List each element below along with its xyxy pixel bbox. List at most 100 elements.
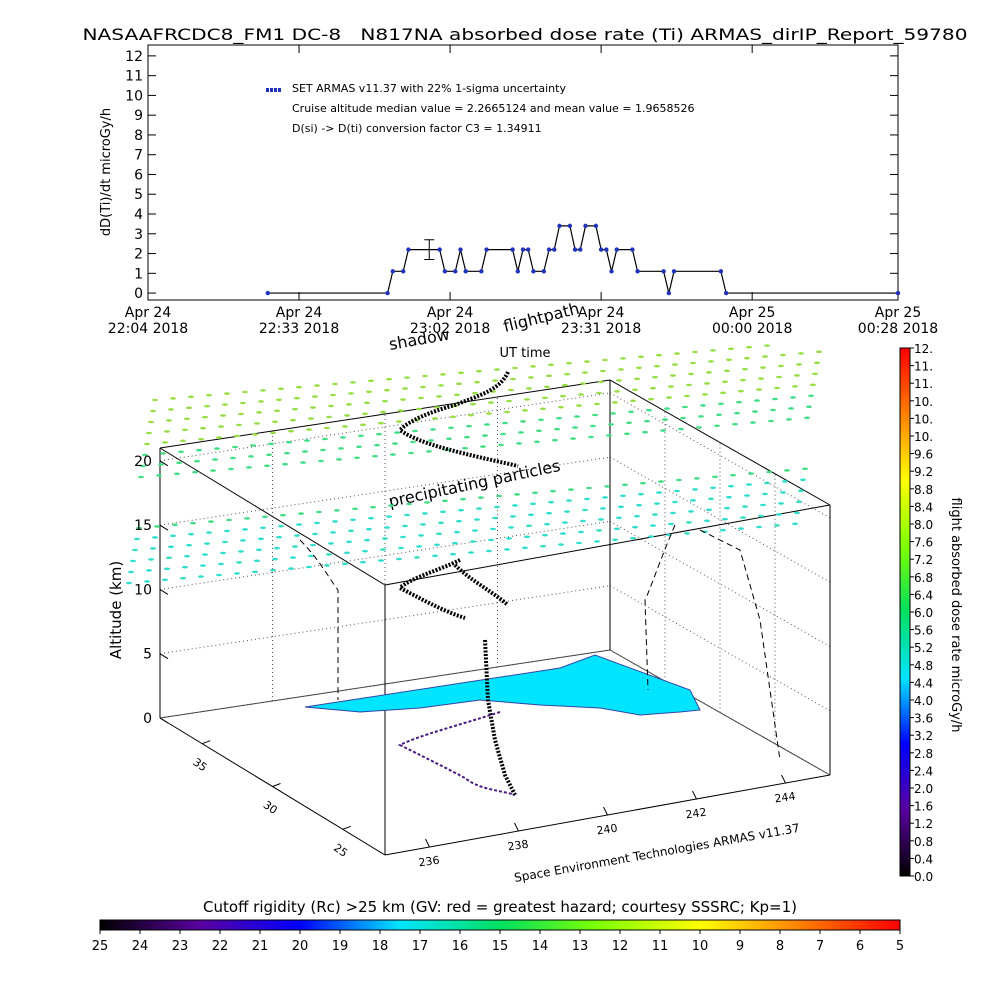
plot-frame — [147, 44, 899, 301]
precip-mark — [682, 405, 688, 409]
precip-mark — [146, 431, 152, 435]
colorbar-tick-label: 4.4 — [914, 676, 933, 690]
precip-mark — [476, 369, 482, 373]
precip-mark — [650, 386, 656, 390]
data-point — [635, 269, 640, 274]
precip-mark — [544, 385, 550, 389]
colorbar-tick-label: 11. — [914, 360, 933, 374]
precip-mark — [768, 419, 774, 423]
precip-mark — [708, 360, 714, 363]
precip-mark — [416, 545, 422, 548]
precip-mark — [238, 412, 244, 416]
precip-mark — [396, 420, 402, 423]
precip-mark — [468, 413, 474, 417]
precip-mark — [236, 561, 242, 564]
y-tick-label: 5 — [134, 187, 143, 203]
precip-mark — [166, 419, 172, 422]
precip-mark — [366, 390, 372, 394]
precip-mark — [798, 352, 804, 355]
precip-mark — [356, 445, 362, 449]
precip-mark — [640, 481, 646, 485]
precip-mark — [808, 394, 814, 398]
precip-mark — [336, 458, 342, 461]
precip-mark — [782, 480, 788, 483]
precip-mark — [624, 432, 630, 436]
precip-mark — [330, 393, 336, 397]
precip-mark — [430, 428, 436, 431]
precip-mark — [564, 510, 570, 513]
precip-mark — [642, 430, 648, 434]
legend-text: SET ARMAS v11.37 with 22% 1-sigma uncert… — [292, 82, 566, 95]
precip-mark — [540, 544, 546, 548]
precip-mark — [372, 454, 378, 458]
precip-mark — [174, 472, 180, 476]
precip-mark — [674, 352, 680, 355]
precip-mark — [220, 551, 226, 555]
precip-mark — [568, 488, 574, 491]
grid-line — [609, 392, 831, 519]
colorbar-tick-label: 17 — [412, 939, 429, 954]
precip-mark — [168, 408, 174, 411]
precip-mark — [364, 538, 370, 542]
precip-mark — [706, 371, 712, 374]
precip-mark — [614, 390, 620, 393]
precip-mark — [278, 524, 284, 528]
precip-mark — [794, 511, 800, 515]
precip-mark — [586, 486, 592, 490]
precip-mark — [566, 361, 572, 365]
precip-mark — [760, 503, 766, 507]
colorbar-tick-label: 0.8 — [914, 835, 933, 849]
precip-mark — [204, 404, 210, 408]
precip-mark — [178, 450, 184, 454]
precip-mark — [632, 525, 638, 529]
data-point — [515, 269, 520, 274]
x-axis-label: UT time — [500, 346, 551, 361]
precip-mark — [202, 415, 208, 419]
z-tick — [159, 717, 169, 724]
precip-mark — [136, 526, 142, 530]
precip-mark — [580, 519, 586, 523]
precip-mark — [360, 423, 366, 427]
plot-3d: 0 5 10 15 20 35 30 25 236 238 240 242 244 — [126, 344, 831, 869]
precip-mark — [346, 540, 352, 544]
precip-mark — [132, 548, 138, 552]
precip-mark — [296, 523, 302, 526]
precip-mark — [684, 394, 690, 398]
precip-mark — [572, 426, 578, 429]
lon-tick — [514, 822, 519, 832]
colorbar-tick-label: 6.8 — [914, 571, 933, 585]
precip-mark — [322, 437, 328, 441]
precip-mark — [656, 353, 662, 357]
precip-mark — [620, 494, 626, 498]
precip-mark — [516, 442, 522, 445]
colorbar-tick-label: 24 — [132, 939, 149, 954]
data-point — [567, 223, 573, 229]
precip-mark — [816, 350, 822, 354]
precip-mark — [164, 567, 170, 571]
precip-mark — [228, 467, 234, 471]
data-point — [661, 269, 666, 274]
lon-tick — [692, 790, 697, 800]
precip-mark — [400, 535, 406, 539]
precip-mark — [594, 540, 600, 543]
precip-mark — [308, 554, 314, 558]
precip-mark — [464, 435, 470, 439]
data-point — [604, 247, 609, 252]
precip-mark — [684, 532, 690, 535]
y-tick-label: 8 — [134, 128, 143, 144]
colorbar-tick-label: 5.6 — [914, 624, 933, 638]
precip-mark — [362, 412, 368, 416]
precip-mark — [144, 442, 150, 446]
x-tick-label: 00:00 2018 — [712, 321, 792, 337]
precip-mark — [386, 515, 392, 518]
precip-mark — [654, 364, 660, 368]
precip-mark — [410, 440, 416, 444]
precip-mark — [702, 393, 708, 396]
precip-mark — [742, 505, 748, 508]
precip-mark — [384, 526, 390, 529]
precip-mark — [522, 409, 528, 412]
colorbar-tick-label: 9.2 — [914, 465, 933, 479]
precip-mark — [468, 551, 474, 554]
y-tick-label: 0 — [134, 286, 143, 302]
precip-mark — [512, 504, 518, 507]
